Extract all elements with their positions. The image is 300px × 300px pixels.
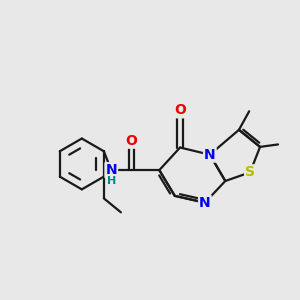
Text: S: S bbox=[245, 165, 255, 179]
Text: N: N bbox=[204, 148, 216, 162]
Text: N: N bbox=[105, 163, 117, 177]
Text: H: H bbox=[107, 176, 116, 186]
Text: O: O bbox=[125, 134, 137, 148]
Text: N: N bbox=[199, 196, 211, 210]
Text: O: O bbox=[174, 103, 186, 117]
